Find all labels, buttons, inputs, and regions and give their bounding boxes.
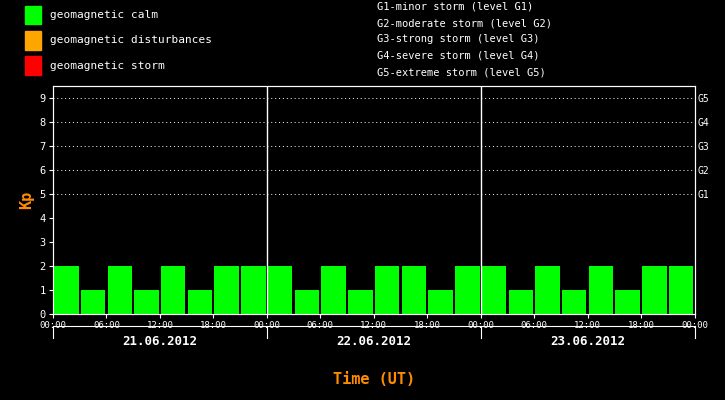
Bar [54, 266, 78, 314]
Bar [616, 290, 640, 314]
Text: G4-severe storm (level G4): G4-severe storm (level G4) [377, 51, 539, 61]
Bar [215, 266, 239, 314]
Bar [482, 266, 506, 314]
Y-axis label: Kp: Kp [19, 191, 34, 209]
Bar [455, 266, 479, 314]
Text: 21.06.2012: 21.06.2012 [123, 335, 197, 348]
Bar [268, 266, 292, 314]
Bar [107, 266, 132, 314]
Text: G2-moderate storm (level G2): G2-moderate storm (level G2) [377, 18, 552, 28]
Bar [294, 290, 319, 314]
Bar [375, 266, 399, 314]
Bar [25, 31, 41, 50]
Text: geomagnetic disturbances: geomagnetic disturbances [50, 35, 212, 45]
Bar [134, 290, 159, 314]
Bar [535, 266, 560, 314]
Text: G5-extreme storm (level G5): G5-extreme storm (level G5) [377, 67, 546, 77]
Bar [25, 56, 41, 75]
Text: Time (UT): Time (UT) [333, 372, 415, 388]
Text: geomagnetic calm: geomagnetic calm [50, 10, 158, 20]
Bar [428, 290, 453, 314]
Bar [669, 266, 693, 314]
Text: 22.06.2012: 22.06.2012 [336, 335, 411, 348]
Bar [321, 266, 346, 314]
Bar [402, 266, 426, 314]
Bar [188, 290, 212, 314]
Text: G1-minor storm (level G1): G1-minor storm (level G1) [377, 2, 534, 12]
Bar [562, 290, 587, 314]
Bar [80, 290, 105, 314]
Bar [348, 290, 373, 314]
Bar [25, 6, 41, 24]
Bar [589, 266, 613, 314]
Text: 23.06.2012: 23.06.2012 [550, 335, 625, 348]
Bar [241, 266, 265, 314]
Bar [508, 290, 533, 314]
Text: G3-strong storm (level G3): G3-strong storm (level G3) [377, 34, 539, 44]
Text: geomagnetic storm: geomagnetic storm [50, 60, 165, 70]
Bar [642, 266, 667, 314]
Bar [161, 266, 186, 314]
